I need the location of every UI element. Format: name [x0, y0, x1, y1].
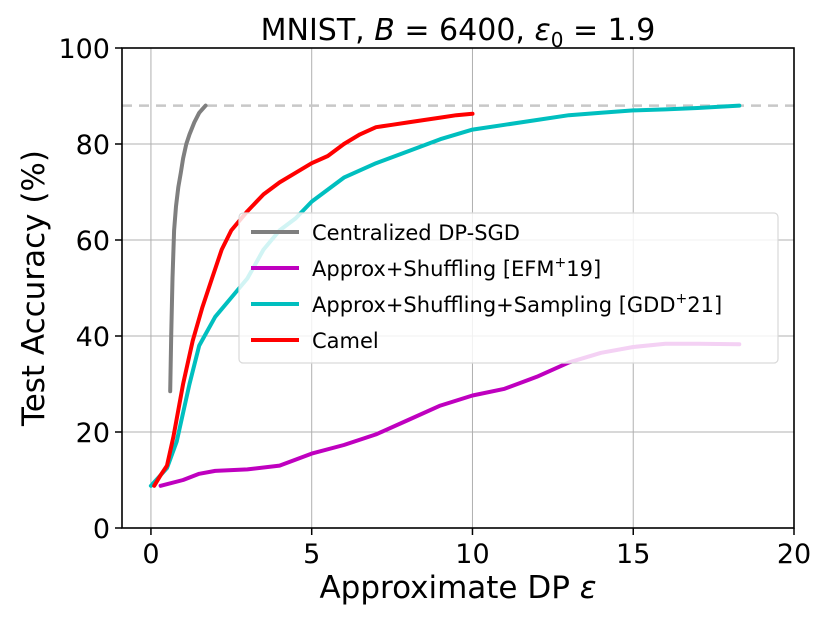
- chart-title: MNIST, B = 6400, ε0 = 1.9: [261, 13, 656, 52]
- legend: Centralized DP-SGD Approx+Shuffling [EFM…: [238, 212, 779, 364]
- y-tick-label: 100: [58, 34, 110, 65]
- x-tick-label: 20: [777, 539, 811, 570]
- legend-label-approx-shuffling-sampling: Approx+Shuffling+Sampling [GDD+21]: [312, 291, 722, 317]
- ticks: 0 5 10 15 20 0 20 40 60 80 100: [58, 34, 811, 570]
- y-axis-label: Test Accuracy (%): [16, 150, 52, 427]
- x-tick-label: 10: [455, 539, 489, 570]
- x-tick-label: 15: [616, 539, 650, 570]
- legend-label-camel: Camel: [312, 329, 379, 353]
- series-line-centralized: [168, 103, 208, 394]
- series-group: [148, 103, 742, 488]
- y-tick-label: 0: [93, 514, 110, 545]
- legend-label-centralized: Centralized DP-SGD: [312, 221, 520, 245]
- y-tick-label: 40: [76, 322, 110, 353]
- x-axis-label: Approximate DP ε: [319, 570, 596, 606]
- series-line-camel: [152, 111, 475, 488]
- x-tick-label: 5: [303, 539, 320, 570]
- y-tick-label: 80: [76, 130, 110, 161]
- y-tick-label: 60: [76, 226, 110, 257]
- legend-box: [238, 212, 779, 364]
- series-line-approx-shuffling-sampling: [148, 103, 742, 488]
- x-tick-label: 0: [142, 539, 159, 570]
- plot-border: [121, 47, 795, 529]
- legend-label-approx-shuffling: Approx+Shuffling [EFM+19]: [312, 255, 601, 281]
- y-tick-label: 20: [76, 418, 110, 449]
